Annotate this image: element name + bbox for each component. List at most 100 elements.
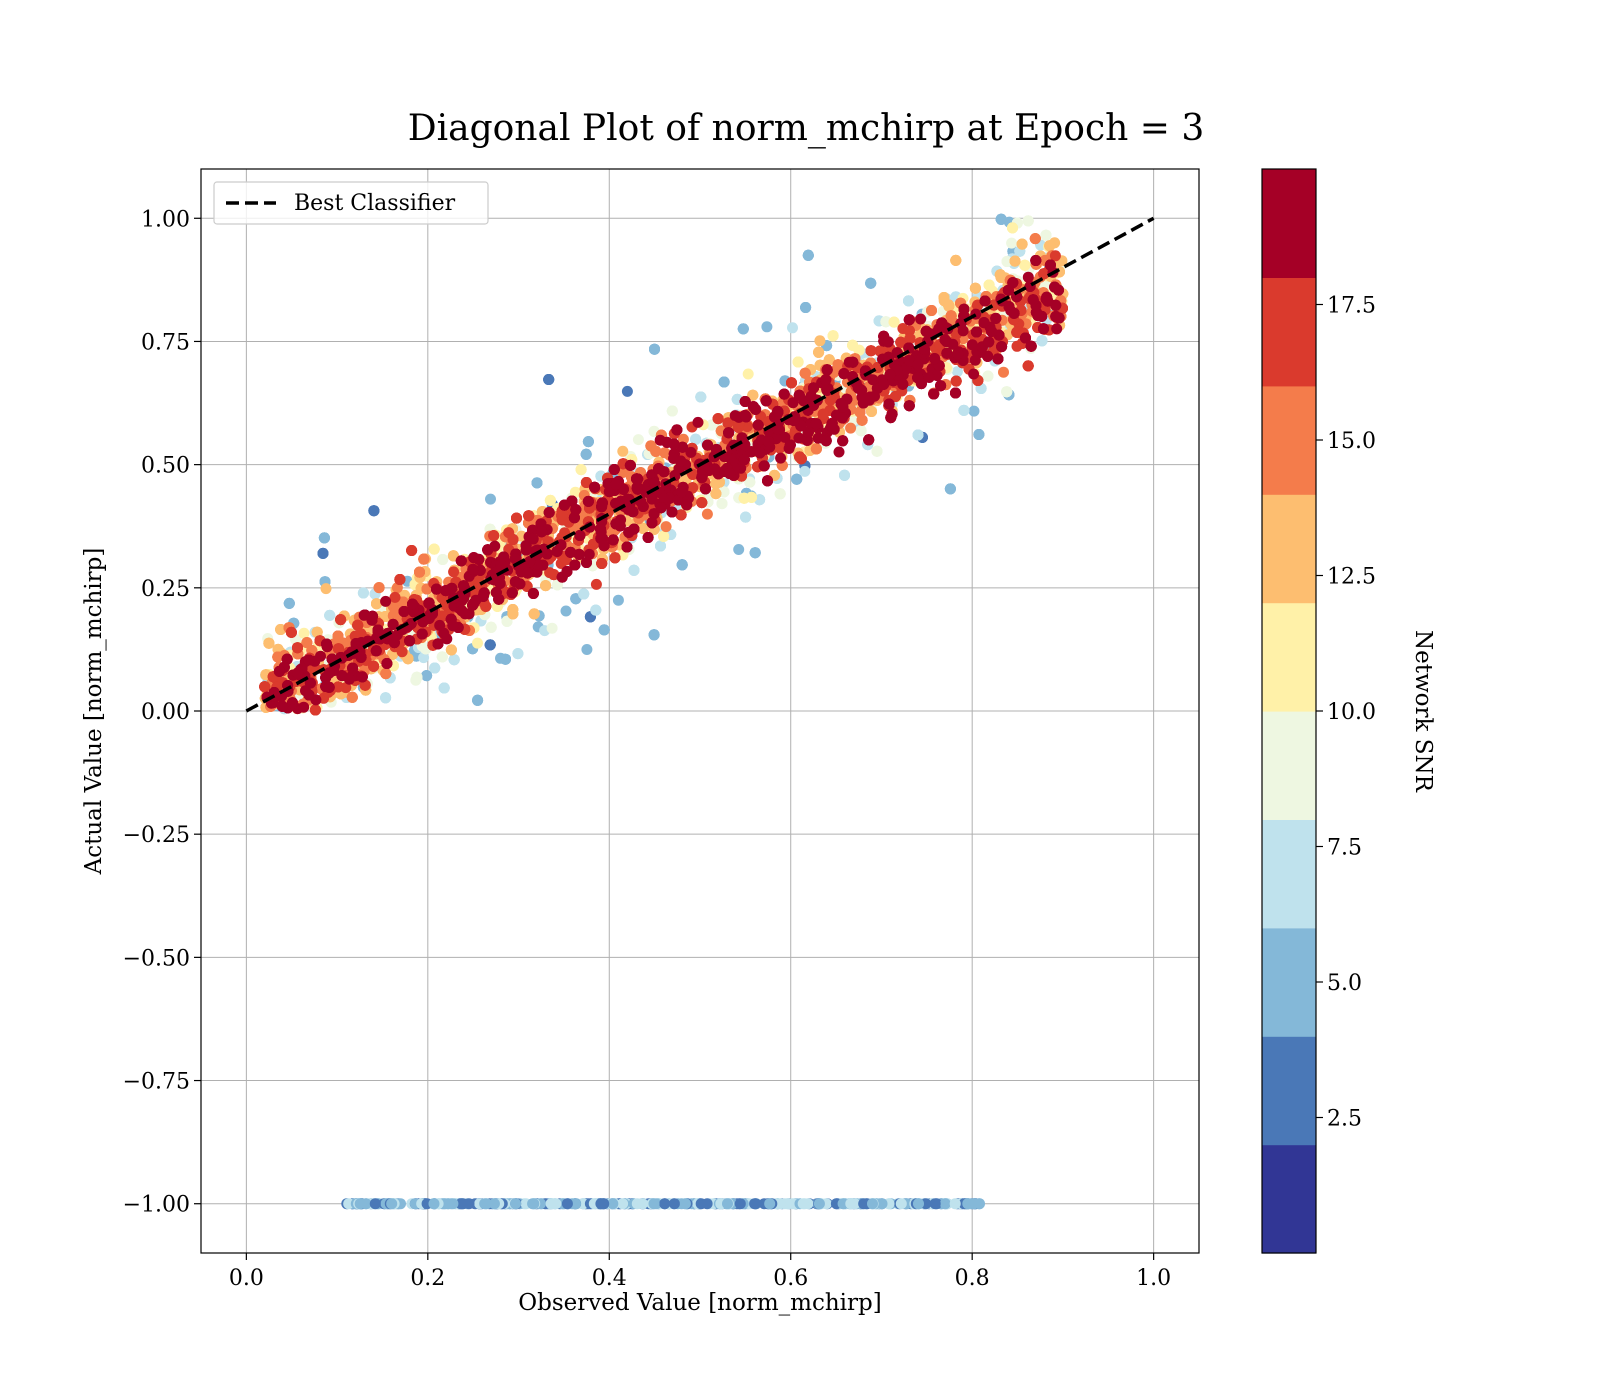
scatter-point — [582, 436, 594, 448]
scatter-point — [855, 425, 867, 437]
scatter-point — [912, 429, 924, 441]
scatter-point — [275, 624, 287, 635]
scatter-point — [866, 406, 877, 417]
scatter-point — [1009, 255, 1021, 267]
scatter-point — [1001, 386, 1013, 398]
grid — [201, 169, 1199, 1253]
scatter-point — [317, 547, 329, 559]
scatter-point — [318, 532, 330, 544]
scatter-point — [484, 639, 496, 651]
scatter-point — [938, 295, 950, 307]
scatter-point — [263, 637, 275, 649]
scatter-point — [761, 321, 773, 333]
scatter-point — [428, 543, 440, 555]
scatter-point — [950, 254, 962, 266]
scatter-point — [744, 476, 756, 488]
scatter-point — [380, 692, 392, 704]
scatter-point — [695, 391, 707, 403]
scatter-point — [448, 654, 460, 666]
scatter-point — [581, 644, 593, 655]
scatter-point — [569, 486, 581, 498]
scatter-point — [716, 498, 728, 510]
scatter-point — [799, 465, 811, 477]
scatter-point — [847, 339, 859, 351]
scatter-point — [437, 554, 449, 565]
scatter-point — [823, 354, 835, 366]
chart-title: Diagonal Plot of norm_mchirp at Epoch = … — [408, 108, 1205, 149]
scatter-point — [1019, 259, 1031, 271]
scatter-point — [357, 587, 369, 599]
scatter-point — [580, 448, 592, 460]
scatter-point — [543, 374, 555, 385]
scatter-point — [373, 582, 385, 594]
scatter-point — [792, 356, 804, 368]
scatter-point — [1036, 335, 1048, 347]
scatter-point — [298, 627, 310, 639]
scatter-point — [621, 385, 633, 397]
scatter-point — [747, 389, 759, 401]
scatter-point — [690, 433, 702, 445]
scatter-point — [802, 249, 814, 261]
scatter-point — [501, 615, 513, 627]
scatter-point — [951, 366, 963, 378]
scatter-point — [660, 521, 672, 533]
scatter-point — [839, 469, 850, 481]
scatter-point — [612, 594, 624, 606]
scatter-point — [968, 405, 980, 417]
scatter-point — [540, 580, 552, 592]
scatter-point — [418, 652, 430, 664]
scatter-point — [1044, 240, 1056, 252]
scatter-point — [737, 323, 749, 335]
scatter-point — [472, 694, 484, 706]
scatter-point — [888, 316, 900, 328]
scatter-point — [1001, 256, 1013, 267]
scatter-point — [742, 368, 754, 380]
scatter-point — [800, 302, 812, 313]
scatter-point — [740, 511, 752, 523]
scatter-point — [590, 604, 602, 616]
scatter-point — [436, 651, 448, 663]
scatter-point — [774, 488, 786, 500]
scatter-point — [637, 523, 649, 534]
scatter-point — [414, 566, 425, 578]
scatter-point — [485, 621, 497, 633]
scatter-point — [311, 626, 323, 638]
scatter-point — [787, 322, 798, 334]
scatter-point — [749, 547, 761, 559]
scatter-point — [973, 429, 985, 440]
scatter-point — [320, 583, 332, 595]
scatter-point — [995, 213, 1007, 225]
scatter-point — [507, 608, 519, 620]
scatter-point — [926, 305, 937, 316]
scatter-point — [531, 477, 543, 489]
scatter-point — [701, 508, 713, 520]
scatter-point — [1007, 222, 1018, 234]
scatter-points — [259, 213, 1069, 1210]
scatter-point — [958, 404, 970, 416]
scatter-point — [1006, 237, 1018, 249]
scatter-point — [710, 488, 722, 500]
scatter-point — [438, 682, 450, 694]
scatter-point — [445, 644, 457, 656]
scatter-point — [854, 406, 866, 418]
scatter-point — [512, 648, 524, 660]
scatter-point — [380, 668, 392, 680]
scatter-point — [598, 624, 610, 636]
scatter-point — [655, 540, 666, 552]
scatter-point — [649, 343, 660, 355]
scatter-point — [371, 598, 382, 610]
scatter-point — [982, 370, 994, 382]
scatter-point — [676, 559, 688, 571]
scatter-point — [969, 282, 981, 294]
scatter-point — [648, 629, 660, 641]
scatter-point — [832, 359, 844, 371]
scatter-point — [447, 550, 459, 562]
scatter-point — [283, 597, 295, 609]
scatter-point — [880, 316, 892, 328]
scatter-point — [429, 662, 441, 674]
scatter-point — [944, 483, 956, 495]
scatter-point — [578, 588, 590, 600]
scatter-point — [324, 609, 336, 621]
scatter-point — [528, 608, 540, 620]
